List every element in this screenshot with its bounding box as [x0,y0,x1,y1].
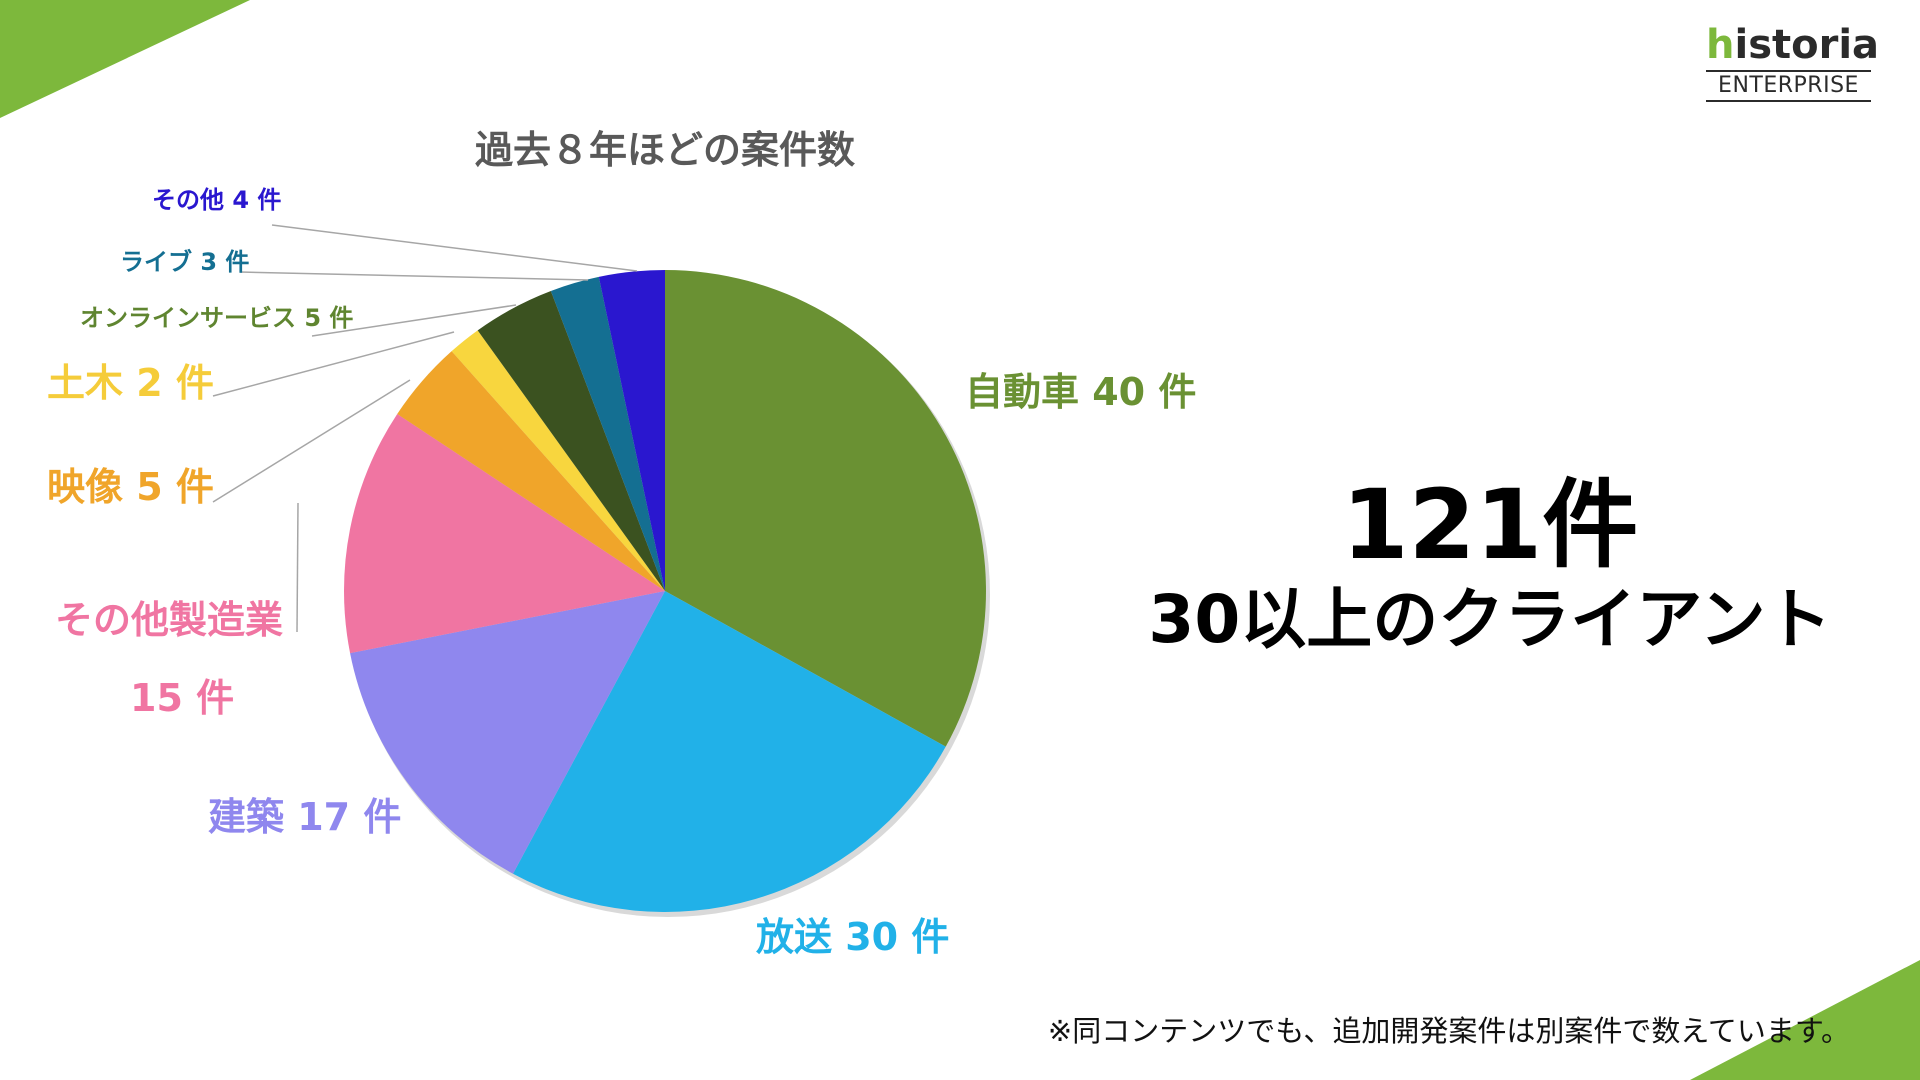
pie-slice-0 [665,270,986,747]
logo-letters-rest: istoria [1734,22,1880,68]
logo-subtitle: ENTERPRISE [1706,70,1871,102]
leader-line-6 [311,304,517,337]
slice-label-0: 自動車 40 件 [965,370,1196,414]
leader-line-7 [239,271,589,281]
slice-label-3-line2: 15 件 [130,676,234,720]
chart-title: 過去８年ほどの案件数 [475,128,855,172]
pie-slice-6 [477,290,665,591]
total-count: 121件 [1341,469,1639,581]
pie-slice-8 [598,270,665,591]
leader-line-4 [212,379,411,503]
pie-slice-3 [344,413,665,654]
leader-line-5 [212,331,455,397]
historia-logo: historia ENTERPRISE [1706,22,1879,102]
corner-accent-bottom-right [1690,960,1920,1080]
footnote: ※同コンテンツでも、追加開発案件は別案件で数えています。 [1047,1014,1850,1048]
slice-label-1: 放送 30 件 [756,915,949,959]
logo-letter-h: h [1706,22,1735,68]
pie-slice-7 [550,276,665,591]
slice-label-5: 土木 2 件 [47,361,214,405]
slice-label-7: ライブ 3 件 [120,248,249,276]
corner-accent-top-left [0,0,250,118]
client-count: 30以上のクライアント [1148,581,1832,658]
slice-label-4: 映像 5 件 [47,465,214,509]
slice-label-2: 建築 17 件 [208,795,401,839]
pie-slice-1 [512,591,946,913]
pie-slice-5 [451,330,665,591]
logo-wordmark: historia [1706,22,1879,68]
leader-line-8 [271,224,638,272]
slice-label-6: オンラインサービス 5 件 [80,304,353,332]
pie-slice-4 [397,351,665,591]
slice-label-3: その他製造業 [55,598,283,642]
slice-label-8: その他 4 件 [152,186,281,214]
leader-line-3 [296,502,299,633]
pie-slice-2 [350,591,665,874]
